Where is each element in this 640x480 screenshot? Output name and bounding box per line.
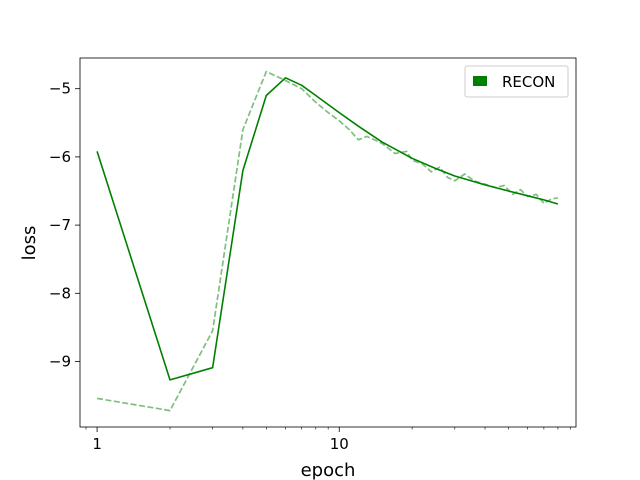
y-axis: −9 −8 −7 −6 −5 <box>49 80 80 371</box>
y-axis-title: loss <box>19 226 40 261</box>
y-tick-label: −7 <box>49 216 71 234</box>
y-tick-label: −8 <box>49 284 71 302</box>
legend-swatch-recon <box>473 76 487 86</box>
x-axis-title: epoch <box>301 460 356 480</box>
y-tick-label: −5 <box>49 80 71 98</box>
x-axis: 1 10 <box>85 427 571 453</box>
legend-label-recon: RECON <box>502 73 555 91</box>
series-layer <box>96 70 559 412</box>
legend-box <box>464 65 569 98</box>
x-tick-label: 1 <box>92 435 102 453</box>
y-tick-label: −6 <box>49 148 71 166</box>
x-tick-label: 10 <box>330 435 349 453</box>
y-tick-label: −9 <box>49 353 71 371</box>
legend: RECON <box>464 65 569 98</box>
series-line-raw <box>96 70 559 412</box>
series-line-recon <box>96 77 559 381</box>
